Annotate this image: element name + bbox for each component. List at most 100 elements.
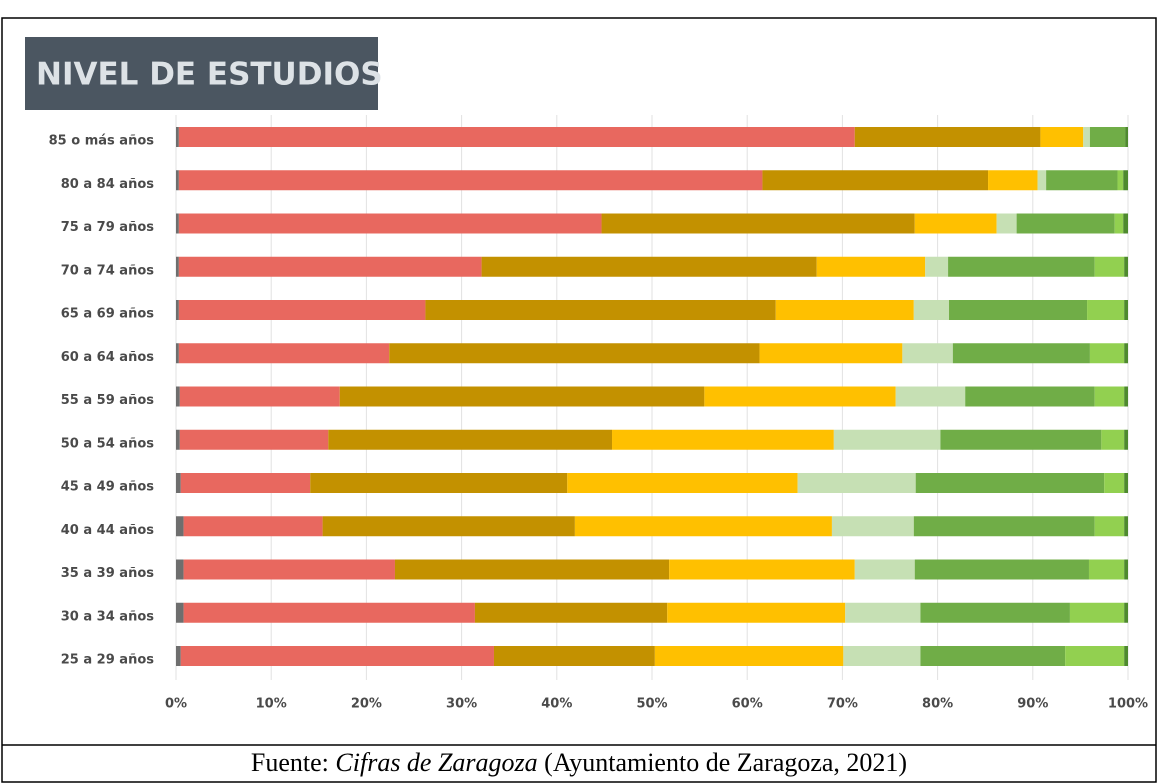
y-tick-label: 80 a 84 años [61, 177, 154, 192]
bar-segment [1124, 646, 1128, 666]
bar-segment [1125, 127, 1128, 147]
bar-segment [178, 213, 602, 234]
bar-segment [1117, 170, 1124, 191]
bar-segment [913, 516, 1095, 537]
caption-suffix: (Ayuntamiento de Zaragoza, 2021) [544, 748, 907, 777]
bar-segment [1040, 127, 1084, 147]
bar-segment [913, 300, 950, 320]
bar-segment [176, 473, 181, 493]
bar-segment [925, 256, 949, 277]
x-tick-label: 20% [351, 697, 382, 712]
bar-segment [178, 170, 763, 191]
bar-segment [1088, 559, 1125, 580]
x-tick-label: 30% [446, 697, 477, 712]
bar-segment [667, 602, 846, 623]
bar-segment [178, 343, 390, 364]
bar-segment [845, 602, 921, 623]
bar-segment [843, 646, 921, 666]
y-tick-label: 55 a 59 años [61, 393, 154, 408]
bar-segment [176, 343, 179, 364]
y-tick-label: 60 a 64 años [61, 350, 154, 365]
bar-segment [474, 602, 668, 623]
bar-segment [831, 516, 914, 537]
x-tick-label: 80% [922, 697, 953, 712]
bar-segment [180, 646, 494, 666]
x-tick-label: 70% [827, 697, 858, 712]
bar-segment [1046, 170, 1118, 191]
bar-segment [176, 559, 184, 580]
bar-segment [176, 602, 184, 623]
bar-segment [759, 343, 903, 364]
bar-segment [654, 646, 844, 666]
y-tick-label: 70 a 74 años [61, 263, 154, 278]
bar-segment [179, 386, 340, 407]
bar-segment [394, 559, 670, 580]
caption-prefix: Fuente: [251, 748, 329, 777]
bar-segment [1123, 170, 1128, 191]
bar-segment [176, 170, 179, 191]
bar-segment [176, 429, 180, 450]
bar-segment [178, 300, 426, 320]
bar-segment [1016, 213, 1115, 234]
bar-segment [1094, 516, 1125, 537]
y-tick-label: 45 a 49 años [61, 480, 154, 495]
x-tick-label: 100% [1108, 697, 1148, 712]
bar-segment [1124, 559, 1128, 580]
bar-segment [322, 516, 575, 537]
bar-segment [914, 559, 1089, 580]
bar-segment [1124, 256, 1128, 277]
y-tick-label: 30 a 34 años [61, 609, 154, 624]
x-tick-label: 90% [1017, 697, 1048, 712]
bar-segment [183, 516, 323, 537]
bar-segment [1124, 300, 1128, 320]
bar-segment [902, 343, 953, 364]
bar-segment [1065, 646, 1125, 666]
bar-segment [1087, 300, 1125, 320]
y-tick-label: 75 a 79 años [61, 220, 154, 235]
bar-segment [854, 127, 1041, 147]
bar-segment [183, 602, 475, 623]
bar-segment [180, 473, 311, 493]
x-tick-label: 40% [541, 697, 572, 712]
bar-segment [601, 213, 915, 234]
bar-segment [1101, 429, 1125, 450]
bar-segment [574, 516, 832, 537]
bar-segment [1089, 127, 1126, 147]
chart-title: NIVEL DE ESTUDIOS [36, 57, 383, 93]
x-tick-label: 0% [165, 697, 187, 712]
bar-segment [669, 559, 855, 580]
y-tick-label: 85 o más años [49, 134, 155, 149]
x-tick-label: 10% [256, 697, 287, 712]
bar-segment [179, 429, 329, 450]
bar-segment [1124, 473, 1128, 493]
bar-segment [1037, 170, 1047, 191]
bar-segment [1089, 343, 1125, 364]
bar-segment [1124, 429, 1128, 450]
x-tick-label: 50% [636, 697, 667, 712]
bar-segment [833, 429, 941, 450]
bar-segment [178, 256, 482, 277]
bar-segment [389, 343, 760, 364]
caption: Fuente: Cifras de Zaragoza (Ayuntamiento… [251, 748, 907, 777]
bar-segment [493, 646, 655, 666]
bar-segment [176, 516, 184, 537]
bar-segment [816, 256, 926, 277]
bar-segment [920, 602, 1070, 623]
bar-segment [1123, 213, 1128, 234]
bar-segment [176, 386, 180, 407]
bar-segment [952, 343, 1090, 364]
bar-segment [1104, 473, 1125, 493]
bar-segment [176, 646, 181, 666]
bar-segment [183, 559, 395, 580]
bar-segment [176, 213, 179, 234]
bar-segment [775, 300, 914, 320]
bar-segment [895, 386, 966, 407]
bar-segment [176, 127, 179, 147]
bar-segment [1069, 602, 1125, 623]
title-box [25, 37, 378, 110]
bar-segment [1124, 343, 1128, 364]
bar-segment [567, 473, 798, 493]
bar-segment [339, 386, 705, 407]
bar-segment [940, 429, 1102, 450]
